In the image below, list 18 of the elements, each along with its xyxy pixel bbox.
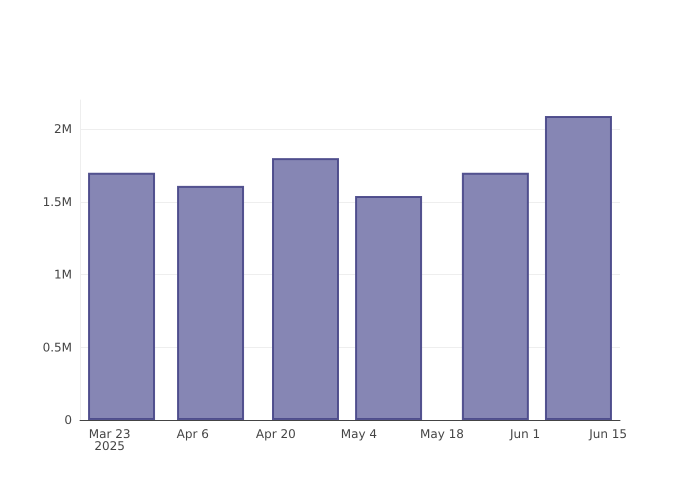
x-tick-label: Jun 1 — [508, 427, 540, 441]
y-tick-label: 1M — [54, 268, 72, 282]
y-tick-label: 0.5M — [42, 340, 72, 354]
x-tick-label: Jun 15 — [588, 427, 628, 441]
y-tick-label: 2M — [54, 122, 72, 136]
x-tick-label: Apr 20 — [256, 427, 296, 441]
y-tick-label: 0 — [64, 413, 72, 427]
x-tick-label: May 18 — [420, 427, 464, 441]
x-tick-label: May 4 — [340, 427, 378, 441]
x-tick-label: Apr 6 — [176, 427, 209, 441]
bar — [88, 172, 156, 420]
bar — [177, 186, 244, 420]
bar — [544, 116, 612, 420]
x-tick-label: Mar 23 2025 — [88, 427, 131, 453]
bar — [272, 158, 339, 420]
bar — [462, 172, 529, 420]
bar — [355, 196, 422, 420]
y-tick-label: 1.5M — [42, 194, 72, 209]
